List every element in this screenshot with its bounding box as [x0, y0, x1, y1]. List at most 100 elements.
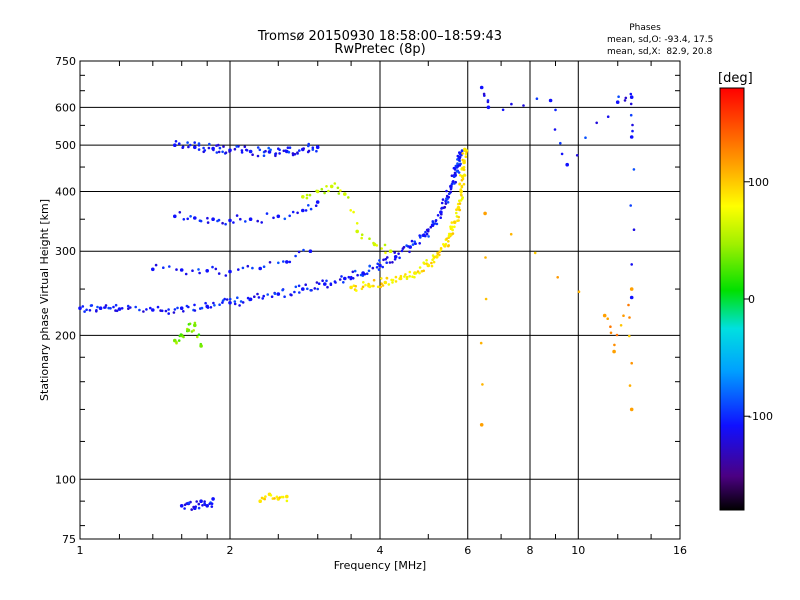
colorbar-tick-label: 100: [748, 176, 769, 189]
data-point: [206, 216, 209, 220]
data-point: [458, 151, 463, 156]
data-point: [204, 301, 207, 305]
data-point: [450, 221, 454, 224]
data-point: [315, 145, 320, 150]
phase-stats-line1: mean, sd,O: -93.4, 17.5: [607, 35, 713, 45]
data-point: [375, 266, 379, 269]
data-point: [193, 321, 197, 325]
data-point: [298, 149, 301, 152]
data-point: [233, 300, 237, 303]
data-point: [444, 202, 448, 205]
data-point: [367, 269, 371, 273]
data-point: [405, 244, 408, 247]
data-point: [418, 271, 421, 275]
data-point: [455, 211, 458, 215]
colorbar-tick-label: -100: [748, 410, 773, 423]
data-point: [418, 266, 422, 269]
data-point: [364, 283, 367, 287]
data-point: [236, 296, 239, 300]
data-point: [202, 146, 205, 150]
data-point: [349, 209, 353, 212]
data-point: [313, 287, 317, 290]
data-point: [459, 162, 462, 166]
data-point: [151, 308, 155, 312]
data-point: [383, 243, 387, 247]
data-point: [126, 304, 130, 308]
data-point: [615, 100, 620, 104]
data-point: [179, 268, 184, 272]
data-point: [453, 168, 457, 171]
x-tick-label: 4: [377, 544, 384, 557]
data-point: [117, 307, 122, 311]
data-point: [447, 240, 450, 243]
data-point: [196, 335, 199, 339]
data-point: [311, 146, 315, 149]
data-point: [81, 305, 85, 308]
data-point: [602, 313, 607, 318]
data-point: [283, 295, 286, 299]
data-point: [268, 261, 272, 264]
data-point: [427, 235, 430, 238]
data-point: [208, 502, 211, 506]
data-point: [427, 228, 430, 231]
data-point: [173, 214, 177, 219]
data-point: [559, 141, 562, 145]
data-point: [629, 135, 634, 139]
data-point: [192, 329, 195, 332]
data-point: [430, 264, 434, 268]
data-point: [182, 218, 186, 221]
data-point: [262, 154, 266, 157]
data-point: [115, 309, 119, 313]
data-point: [458, 199, 461, 203]
x-tick-label: 16: [673, 544, 687, 557]
data-point: [414, 242, 417, 245]
data-point: [164, 309, 168, 313]
data-point: [282, 260, 285, 263]
data-point: [193, 216, 197, 220]
data-point: [565, 162, 569, 167]
data-point: [192, 505, 195, 509]
data-point: [595, 121, 598, 125]
data-point: [209, 306, 213, 309]
data-point: [200, 306, 204, 310]
data-point: [199, 219, 203, 223]
data-point: [363, 272, 367, 276]
data-point: [145, 308, 148, 311]
data-point: [307, 204, 310, 207]
data-point: [187, 145, 190, 149]
data-point: [251, 153, 254, 156]
data-point: [301, 208, 305, 213]
data-point: [191, 269, 194, 273]
data-point: [301, 287, 305, 291]
data-point: [384, 257, 388, 261]
data-point: [178, 211, 182, 214]
data-point: [199, 499, 203, 504]
data-point: [256, 219, 260, 223]
data-point: [465, 150, 468, 154]
data-point: [388, 261, 392, 264]
data-point: [443, 205, 447, 209]
data-point: [347, 196, 350, 199]
data-point: [615, 333, 619, 337]
data-point: [460, 149, 464, 152]
data-point: [302, 248, 305, 252]
data-point: [479, 85, 484, 90]
colorbar-ticks: 100 0 -100: [744, 176, 773, 423]
x-tick-label: 10: [571, 544, 585, 557]
data-point: [305, 196, 309, 200]
data-point: [411, 243, 415, 246]
data-point: [450, 225, 454, 229]
data-point: [276, 292, 281, 296]
data-point: [629, 113, 633, 117]
data-point: [269, 494, 273, 497]
data-point: [96, 305, 99, 309]
data-point: [199, 344, 203, 348]
data-point: [361, 285, 365, 289]
data-point: [385, 276, 389, 280]
data-point: [162, 266, 165, 270]
data-point: [179, 306, 184, 311]
data-point: [323, 191, 326, 195]
data-point: [261, 297, 265, 300]
data-point: [294, 254, 297, 258]
data-point: [285, 494, 289, 499]
